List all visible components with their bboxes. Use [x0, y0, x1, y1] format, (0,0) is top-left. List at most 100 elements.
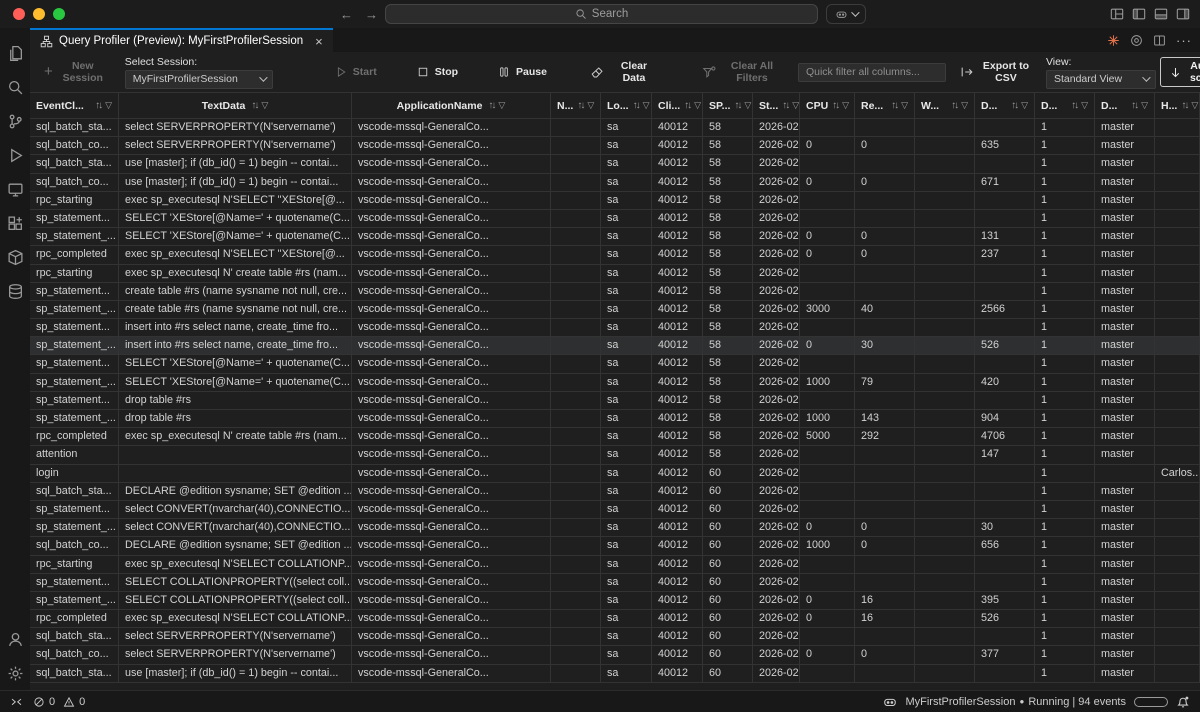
filter-icon[interactable]: ▽ [842, 100, 850, 110]
sort-icon[interactable]: ↑↓ [1131, 100, 1139, 111]
column-header-duration[interactable]: D... ↑↓ ▽ [975, 93, 1035, 119]
grid-row[interactable]: sp_statement... select CONVERT(nvarchar(4… [30, 500, 1200, 520]
filter-icon[interactable]: ▽ [1081, 100, 1088, 110]
sort-icon[interactable]: ↑↓ [632, 100, 641, 111]
toggle-primary-sidebar-icon[interactable] [1132, 7, 1146, 21]
autoscroll-toggle-button[interactable]: Auto-scroll [1159, 57, 1200, 87]
grid-row[interactable]: sql_batch_sta... DECLARE @edition sysname… [30, 482, 1200, 501]
filter-icon[interactable]: ▽ [498, 100, 506, 110]
tab-query-profiler[interactable]: Query Profiler (Preview): MyFirstProfile… [30, 28, 333, 52]
new-session-button[interactable]: + New Session [44, 60, 107, 84]
sort-icon[interactable]: ↑↓ [488, 100, 496, 111]
copilot-status-icon[interactable] [883, 695, 897, 709]
column-header-event_class[interactable]: EventCl... ↑↓ ▽ [30, 93, 119, 119]
more-actions-icon[interactable]: ··· [1176, 32, 1192, 48]
grid-row[interactable]: sp_statement_... SELECT COLLATIONPROPERTY… [30, 591, 1200, 611]
activity-bar-item-extensions[interactable] [0, 206, 30, 240]
grid-row[interactable]: rpc_completed exec sp_executesql N'SELECT… [30, 610, 1200, 629]
grid-row[interactable]: sp_statement_... drop table #rs vscode-mss… [30, 410, 1200, 429]
filter-icon[interactable]: ▽ [694, 100, 702, 110]
sort-icon[interactable]: ↑↓ [1181, 100, 1189, 111]
sort-icon[interactable]: ↑↓ [891, 100, 899, 111]
grid-row[interactable]: sql_batch_co... use [master]; if (db_id()… [30, 173, 1200, 192]
sort-icon[interactable]: ↑↓ [251, 100, 259, 111]
filter-icon[interactable]: ▽ [105, 100, 112, 110]
sort-icon[interactable]: ↑↓ [1011, 100, 1019, 111]
grid-row[interactable]: rpc_starting exec sp_executesql N'SELECT … [30, 555, 1200, 574]
filter-icon[interactable]: ▽ [792, 100, 800, 110]
command-center-search[interactable]: Search [385, 4, 818, 24]
filter-icon[interactable]: ▽ [961, 100, 968, 110]
column-header-database_id[interactable]: D... ↑↓ ▽ [1035, 93, 1095, 119]
grid-row[interactable]: sp_statement... SELECT 'XEStore[@Name=' +… [30, 355, 1200, 374]
activity-bar-item-explorer[interactable] [0, 36, 30, 70]
activity-bar-item-search[interactable] [0, 70, 30, 104]
sort-icon[interactable]: ↑↓ [951, 100, 959, 111]
sort-icon[interactable]: ↑↓ [1071, 100, 1079, 111]
column-header-application_name[interactable]: ApplicationName ↑↓ ▽ [352, 93, 551, 119]
activity-bar-item-run-debug[interactable] [0, 138, 30, 172]
grid-row[interactable]: sp_statement_... select CONVERT(nvarchar(… [30, 519, 1200, 538]
stop-button[interactable]: Stop [417, 66, 458, 78]
start-button[interactable]: Start [335, 66, 377, 78]
clear-all-filters-button[interactable]: Clear All Filters [702, 60, 782, 84]
grid-row[interactable]: sp_statement... drop table #rs vscode-mssq… [30, 391, 1200, 410]
grid-row[interactable]: sp_statement_... SELECT 'XEStore[@Name=' … [30, 373, 1200, 392]
sort-icon[interactable]: ↑↓ [734, 100, 742, 111]
column-header-database_name[interactable]: D... ↑↓ ▽ [1095, 93, 1155, 119]
activity-bar-item-account[interactable] [0, 622, 30, 656]
session-select[interactable]: MyFirstProfilerSession [124, 69, 273, 89]
close-window-button[interactable] [13, 8, 25, 20]
activity-bar-item-package[interactable] [0, 240, 30, 274]
grid-row[interactable]: sp_statement... SELECT COLLATIONPROPERTY(… [30, 573, 1200, 592]
filter-icon[interactable]: ▽ [1021, 100, 1028, 110]
grid-row[interactable]: sql_batch_co... select SERVERPROPERTY(N's… [30, 646, 1200, 665]
back-button[interactable]: ← [340, 6, 353, 22]
column-header-login_name[interactable]: Lo... ↑↓ ▽ [601, 93, 652, 119]
filter-icon[interactable]: ▽ [744, 100, 752, 110]
grid-row[interactable]: rpc_completed exec sp_executesql N' creat… [30, 428, 1200, 447]
profiler-session-status[interactable]: MyFirstProfilerSession ● Running | 94 ev… [905, 696, 1126, 708]
sort-icon[interactable]: ↑↓ [684, 100, 692, 111]
copilot-menu-button[interactable] [826, 4, 866, 24]
activity-bar-item-settings[interactable] [0, 656, 30, 690]
extension-starburst-icon[interactable] [1107, 34, 1120, 47]
grid-row[interactable]: sp_statement... create table #rs (name sy… [30, 282, 1200, 301]
grid-row[interactable]: sp_statement_... SELECT 'XEStore[@Name=' … [30, 228, 1200, 247]
grid-row[interactable]: sql_batch_co... DECLARE @edition sysname;… [30, 537, 1200, 556]
filter-icon[interactable]: ▽ [901, 100, 908, 110]
column-header-writes[interactable]: W... ↑↓ ▽ [915, 93, 975, 119]
grid-row[interactable]: rpc_starting exec sp_executesql N' create… [30, 264, 1200, 283]
grid-row[interactable]: rpc_completed exec sp_executesql N'SELECT… [30, 246, 1200, 265]
filter-icon[interactable]: ▽ [1191, 100, 1199, 110]
toggle-secondary-sidebar-icon[interactable] [1176, 7, 1190, 21]
activity-bar-item-source-control[interactable] [0, 104, 30, 138]
grid-row[interactable]: sql_batch_sta... select SERVERPROPERTY(N'… [30, 628, 1200, 647]
quick-filter-input[interactable] [797, 62, 946, 82]
pause-button[interactable]: Pause [498, 66, 547, 78]
close-tab-icon[interactable]: × [315, 33, 323, 49]
grid-row[interactable]: sp_statement_... insert into #rs select n… [30, 337, 1200, 356]
clear-data-button[interactable]: Clear Data [591, 60, 658, 84]
grid-row[interactable]: login vscode-mssql-GeneralCo... sa 40012 60 2… [30, 464, 1200, 483]
toggle-panel-icon[interactable] [1154, 7, 1168, 21]
column-header-text_data[interactable]: TextData ↑↓ ▽ [119, 93, 352, 119]
zoom-window-button[interactable] [53, 8, 65, 20]
export-csv-button[interactable]: Export to CSV [960, 60, 1032, 84]
copilot-chat-icon[interactable] [1130, 34, 1143, 47]
forward-button[interactable]: → [365, 6, 378, 22]
view-select[interactable]: Standard View [1045, 69, 1156, 89]
grid-row[interactable]: sp_statement... SELECT 'XEStore[@Name=' +… [30, 209, 1200, 229]
column-header-nt_user_name[interactable]: N... ↑↓ ▽ [551, 93, 601, 119]
sort-icon[interactable]: ↑↓ [95, 100, 103, 111]
grid-row[interactable]: sql_batch_sta... use [master]; if (db_id(… [30, 155, 1200, 174]
sort-icon[interactable]: ↑↓ [577, 100, 585, 111]
activity-bar-item-remote-explorer[interactable] [0, 172, 30, 206]
column-header-reads[interactable]: Re... ↑↓ ▽ [855, 93, 915, 119]
filter-icon[interactable]: ▽ [261, 100, 269, 110]
notifications-bell-icon[interactable] [1176, 695, 1190, 709]
column-header-spid[interactable]: SP... ↑↓ ▽ [703, 93, 753, 119]
filter-icon[interactable]: ▽ [1141, 100, 1148, 110]
sort-icon[interactable]: ↑↓ [832, 100, 840, 111]
grid-row[interactable]: attention vscode-mssql-GeneralCo... sa 4001… [30, 446, 1200, 465]
